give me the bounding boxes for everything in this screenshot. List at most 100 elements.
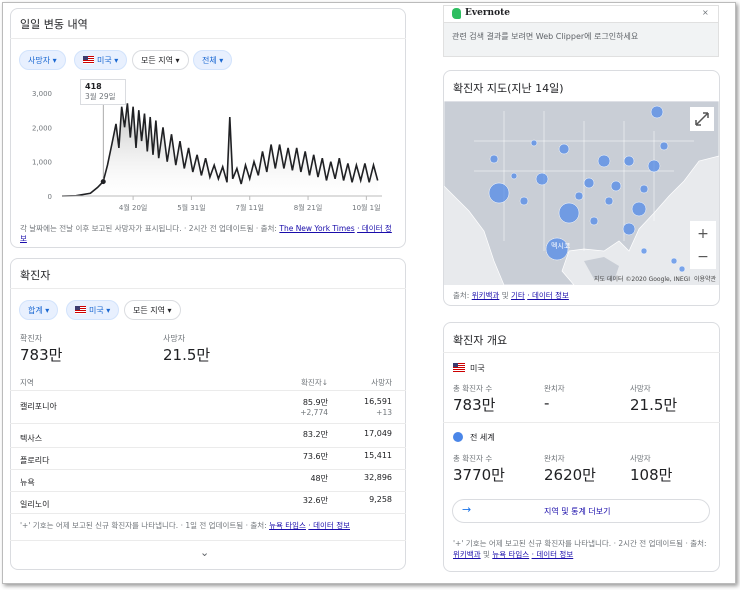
x-tick-label: 4월 20일 — [119, 203, 147, 212]
y-tick-label: 3,000 — [32, 90, 52, 98]
footnote: '+' 기호는 어제 보고된 신규 확진자를 나타냅니다. · 2시간 전 업데… — [453, 538, 713, 560]
divider — [443, 352, 720, 353]
footnote-text: 및 — [501, 291, 509, 300]
frame — [2, 2, 736, 584]
data-info-link[interactable]: · 데이터 정보 — [531, 550, 574, 559]
chip-text: 전체 — [202, 56, 217, 65]
filter-chip[interactable]: 사망자 ▾ — [19, 50, 66, 70]
divider — [10, 423, 406, 424]
chart: 0 1,000 2,000 3,000 4월 20일 5월 31일 7월 11일 8월 21일… — [32, 90, 382, 212]
data-info-link[interactable]: · 데이터 정보 — [527, 291, 569, 300]
card-title: 확진자 — [20, 269, 51, 282]
stat-label: 총 확진자 수 — [453, 454, 493, 463]
evernote-brand: Evernote — [465, 8, 510, 18]
flag — [453, 363, 465, 372]
card-title: 확진자 개요 — [453, 334, 508, 347]
evernote-logo — [452, 8, 461, 19]
stat-label: 완치자 — [544, 384, 565, 393]
cases-delta: +2,774 — [300, 408, 328, 417]
filter-chip[interactable]: 미국 ▾ — [74, 50, 128, 70]
data-info-link[interactable]: · 데이터 정보 — [20, 224, 392, 243]
y-tick-label: 0 — [48, 193, 52, 201]
region-cell[interactable]: 일리노이 — [20, 500, 50, 509]
region-cell[interactable]: 캘리포니아 — [20, 402, 57, 411]
divider — [10, 491, 406, 492]
tooltip-date: 3월 29일 — [85, 92, 116, 101]
daily-card — [10, 8, 406, 248]
stat-value: 21.5만 — [163, 346, 211, 364]
area — [62, 103, 378, 196]
chip-text: 미국 — [97, 56, 112, 65]
deaths-cell: 9,258 — [369, 495, 392, 504]
filter-chip[interactable]: 전체 ▾ — [193, 50, 233, 70]
table-header: 확진자↓ — [301, 378, 328, 387]
region-cell[interactable]: 텍사스 — [20, 434, 43, 443]
region-cell[interactable]: 뉴욕 — [20, 478, 35, 487]
card-title: 일일 변동 내역 — [20, 18, 88, 31]
stat-value: 21.5만 — [630, 396, 678, 414]
close-button[interactable]: × — [702, 8, 709, 17]
stat-value: 783만 — [20, 346, 63, 364]
overview-card — [443, 322, 720, 572]
line — [61, 103, 379, 197]
stat-value: 2620만 — [544, 466, 596, 484]
zoom-out[interactable]: − — [697, 249, 709, 265]
footnote-text: '+' 기호는 어제 보고된 신규 확진자를 나타냅니다. · 1일 전 업데이… — [20, 521, 267, 530]
expand-chevron[interactable]: ⌄ — [200, 546, 210, 559]
source-link[interactable]: 뉴욕 타임스 — [269, 521, 306, 530]
deaths-cell: 15,411 — [364, 451, 392, 460]
evernote-message: 관련 검색 결과를 보려면 Web Clipper에 로그인하세요 — [452, 32, 639, 41]
x-tick-label: 10월 1일 — [352, 203, 380, 212]
footnote-text: 및 — [483, 550, 490, 559]
chip-text: 미국 — [89, 306, 104, 315]
map-bubbles — [488, 105, 686, 273]
filter-chip[interactable]: 모든 지역 ▾ — [132, 50, 189, 70]
stat-label: 사망자 — [630, 454, 651, 463]
map: 멕시코 지도 데이터 ©2020 Google, INEGI 이용약관 + − — [444, 101, 719, 285]
stat-label: 사망자 — [163, 334, 186, 343]
map-terms[interactable]: 이용약관 — [694, 275, 717, 283]
cases-cell: 73.6만 — [302, 452, 328, 461]
cases-cell: 83.2만 — [302, 430, 328, 439]
footnote: 출처: 위키백과 및 기타 · 데이터 정보 — [453, 290, 569, 301]
tooltip-value: 418 — [85, 82, 102, 91]
zoom-controls — [690, 221, 716, 269]
divider — [10, 38, 406, 39]
x-tick-label: 5월 31일 — [177, 203, 205, 212]
stat-label: 완치자 — [544, 454, 565, 463]
data-info-link[interactable]: · 데이터 정보 — [308, 521, 350, 530]
chip-text: 모든 지역 — [141, 56, 173, 65]
footnote: 각 날짜에는 전날 이후 보고된 사망자가 표시됩니다. · 2시간 전 업데이… — [20, 224, 395, 244]
divider — [10, 288, 406, 289]
more-button[interactable] — [452, 499, 710, 523]
fullscreen-icon — [695, 112, 709, 126]
divider — [10, 447, 406, 448]
deaths-cell: 16,591 — [364, 397, 392, 406]
zoom-in[interactable]: + — [697, 226, 709, 242]
filter-chip[interactable]: 합계 ▾ — [19, 300, 59, 320]
globe-icon — [453, 432, 463, 442]
deaths-delta: +13 — [376, 408, 392, 417]
source-link[interactable]: 기타 — [511, 291, 525, 300]
source-link[interactable]: 위키백과 — [453, 550, 481, 559]
source-link[interactable]: The New York Times — [279, 224, 355, 233]
divider — [443, 422, 720, 423]
evernote-header — [443, 5, 719, 23]
stat-label: 확진자 — [20, 334, 43, 343]
divider — [10, 390, 406, 391]
tooltip: 418 3월 29일 — [80, 79, 126, 105]
region-cell[interactable]: 플로리다 — [20, 456, 50, 465]
filter-chip[interactable]: 모든 지역 ▾ — [124, 300, 181, 320]
x-tick-label: 7월 11일 — [235, 203, 263, 212]
stat-value: - — [544, 394, 550, 412]
chip-text: 모든 지역 — [133, 306, 165, 315]
hover-point — [100, 179, 106, 185]
filter-chip[interactable]: 미국 ▾ — [66, 300, 120, 320]
stat-value: 783만 — [453, 396, 496, 414]
region-name: 전 세계 — [470, 433, 495, 442]
source-link[interactable]: 뉴욕 타임스 — [492, 550, 530, 559]
footnote: '+' 기호는 어제 보고된 신규 확진자를 나타냅니다. · 1일 전 업데이… — [20, 520, 350, 531]
source-link[interactable]: 위키백과 — [471, 291, 500, 300]
divider — [10, 469, 406, 470]
deaths-cell: 32,896 — [364, 473, 392, 482]
